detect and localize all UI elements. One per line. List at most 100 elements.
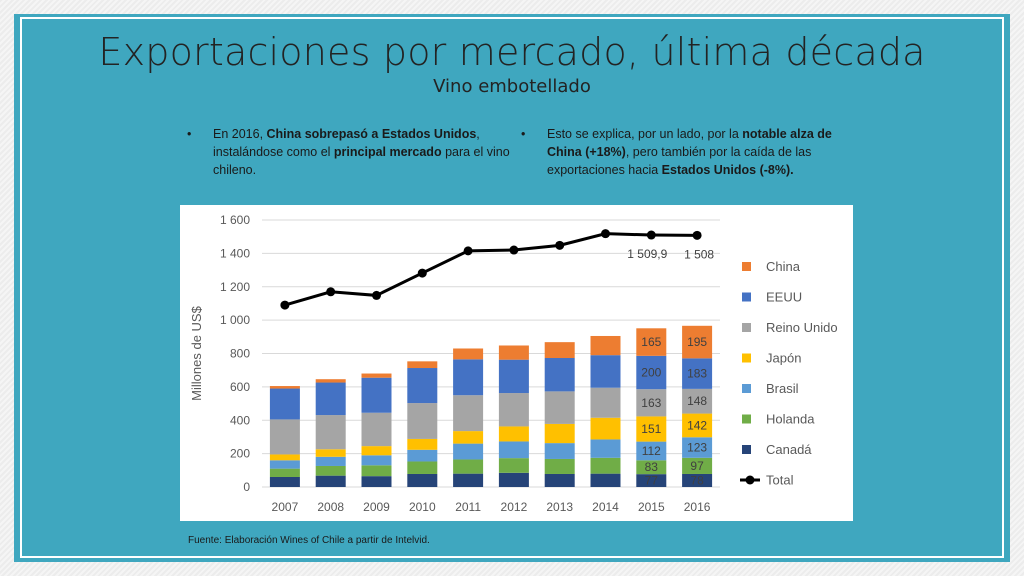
- bar-segment: [682, 437, 713, 458]
- bar-segment: [453, 348, 484, 360]
- bar-segment: [498, 359, 529, 394]
- legend-swatch: [742, 353, 751, 363]
- bar-segment: [407, 361, 438, 369]
- bar-segment: [636, 474, 667, 487]
- x-tick-label: 2011: [455, 500, 481, 514]
- total-point: [326, 287, 336, 297]
- bullet-run: para el vino chileno.: [213, 145, 510, 177]
- x-tick-label: 2016: [684, 500, 711, 514]
- slide-frame: [20, 17, 1004, 558]
- bar-segment: [315, 449, 346, 457]
- bar-segment: [361, 465, 392, 477]
- bar-segment: [544, 473, 575, 487]
- bar-segment: [544, 391, 575, 424]
- bar-segment: [682, 388, 713, 414]
- total-point: [601, 229, 610, 239]
- x-tick-label: 2015: [638, 500, 665, 514]
- bar-segment: [407, 473, 438, 487]
- bar-segment: [315, 415, 346, 450]
- y-tick-label: 1 400: [220, 246, 250, 260]
- data-label: 163: [641, 396, 661, 410]
- bar-segment: [636, 460, 667, 475]
- legend-label: Brasil: [766, 381, 799, 396]
- total-data-label: 1 509,9: [627, 247, 667, 261]
- data-label: 78: [690, 473, 704, 487]
- x-tick-label: 2013: [546, 500, 573, 514]
- bar-segment: [682, 325, 713, 359]
- bar-segment: [269, 460, 300, 469]
- bar-segment: [590, 335, 621, 356]
- data-label: 77: [645, 474, 659, 488]
- bar-segment: [315, 382, 346, 416]
- bar-segment: [636, 441, 667, 461]
- bar-segment: [590, 457, 621, 474]
- data-label: 148: [687, 394, 707, 408]
- bar-segment: [453, 359, 484, 396]
- bullet-run: , pero también por la caída de las expor…: [547, 145, 812, 177]
- x-tick-label: 2012: [501, 500, 528, 514]
- bullet-china-overtakes: • En 2016, China sobrepasó a Estados Uni…: [187, 125, 513, 179]
- bar-segment: [590, 473, 621, 487]
- bar-segment: [269, 468, 300, 477]
- bar-segment: [498, 393, 529, 427]
- y-tick-label: 0: [243, 480, 250, 494]
- bar-segment: [544, 458, 575, 474]
- bar-segment: [315, 456, 346, 466]
- bar-segment: [315, 475, 346, 487]
- data-label: 83: [645, 460, 659, 474]
- data-label: 183: [687, 367, 707, 381]
- data-label: 195: [687, 335, 707, 349]
- bar-segment: [590, 355, 621, 388]
- bar-segment: [407, 438, 438, 450]
- data-label: 123: [687, 441, 707, 455]
- x-tick-label: 2009: [363, 500, 390, 514]
- bar-segment: [682, 457, 713, 474]
- y-axis-label: Millones de US$: [189, 305, 204, 400]
- total-point: [372, 290, 381, 300]
- bar-segment: [498, 458, 529, 473]
- slide-subtitle: Vino embotellado: [433, 76, 591, 97]
- total-point: [555, 240, 565, 250]
- bar-segment: [361, 446, 392, 456]
- bar-segment: [544, 358, 575, 392]
- data-label: 200: [641, 366, 661, 380]
- legend-swatch: [742, 262, 751, 271]
- bullet-dot: •: [521, 127, 526, 141]
- legend-swatch: [742, 323, 751, 332]
- bar-segment: [315, 465, 346, 476]
- bar-segment: [269, 386, 300, 389]
- bar-segment: [453, 395, 484, 432]
- legend-swatch: [742, 292, 751, 302]
- bar-segment: [498, 472, 529, 487]
- bullet-explanation: • Esto se explica, por un lado, por la n…: [521, 125, 847, 179]
- legend-swatch: [742, 414, 751, 424]
- bar-segment: [407, 461, 438, 474]
- bar-segment: [636, 328, 667, 356]
- bar-segment: [361, 377, 392, 413]
- legend-label: Reino Unido: [766, 320, 838, 335]
- slide-title: Exportaciones por mercado, última década: [98, 30, 926, 74]
- bullet-dot: •: [187, 127, 192, 141]
- bar-segment: [636, 416, 667, 442]
- legend-label: Total: [766, 473, 794, 488]
- legend-label: EEUU: [766, 290, 802, 305]
- bar-segment: [269, 454, 300, 461]
- bar-segment: [498, 345, 529, 360]
- bar-segment: [361, 476, 392, 487]
- legend-label: China: [766, 259, 801, 274]
- bar-segment: [453, 459, 484, 474]
- data-label: 151: [641, 422, 661, 436]
- bullet-run: Esto se explica, por un lado, por la: [547, 127, 743, 141]
- y-tick-label: 800: [230, 347, 250, 361]
- bullet-run: , instalándose como el: [213, 127, 480, 159]
- chart-panel: 0 200 400 600 800 1 000 1 200 1 400 1 600 Millone…: [180, 205, 853, 521]
- legend-marker: [745, 475, 755, 485]
- bar-segment: [269, 419, 300, 455]
- source-note: Fuente: Elaboración Wines of Chile a par…: [188, 535, 430, 546]
- total-point: [509, 245, 519, 255]
- data-label: 142: [687, 418, 707, 432]
- bar-segment: [453, 443, 484, 460]
- total-point: [646, 230, 656, 240]
- bar-segment: [498, 426, 529, 442]
- x-tick-label: 2010: [409, 500, 436, 514]
